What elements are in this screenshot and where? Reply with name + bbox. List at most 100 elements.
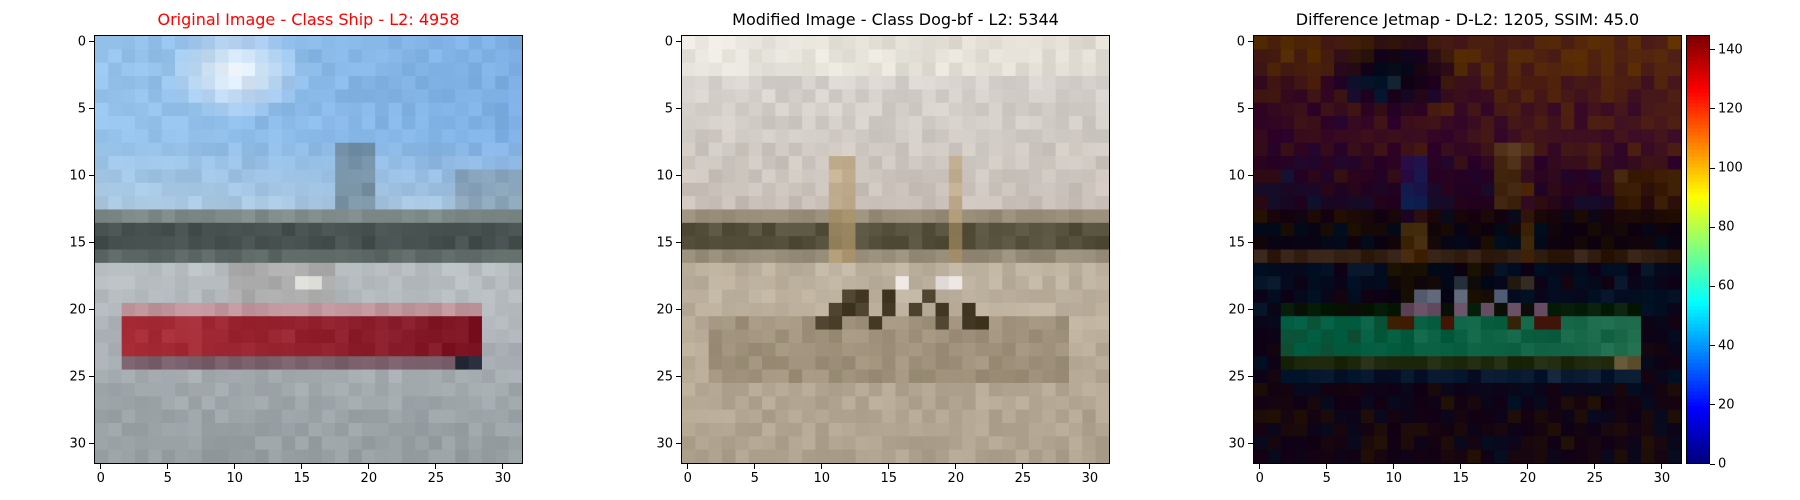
pixel-cell bbox=[1507, 36, 1522, 50]
pixel-cell bbox=[201, 156, 216, 171]
pixel-cell bbox=[321, 142, 336, 157]
pixel-cell bbox=[1640, 196, 1655, 211]
pixel-cell bbox=[922, 209, 937, 224]
pixel-cell bbox=[95, 289, 109, 304]
pixel-cell bbox=[1294, 276, 1308, 291]
pixel-cell bbox=[962, 356, 977, 371]
pixel-cell bbox=[335, 196, 350, 211]
pixel-cell bbox=[1267, 156, 1282, 171]
pixel-cell bbox=[855, 49, 870, 64]
pixel-cell bbox=[1082, 49, 1097, 64]
pixel-cell bbox=[1334, 76, 1349, 90]
pixel-cell bbox=[295, 422, 310, 437]
pixel-cell bbox=[455, 382, 470, 397]
pixel-cell bbox=[201, 102, 216, 117]
pixel-cell bbox=[1042, 369, 1057, 384]
pixel-cell bbox=[1547, 49, 1562, 64]
pixel-cell bbox=[882, 276, 897, 291]
pixel-cell bbox=[281, 89, 296, 104]
pixel-cell bbox=[415, 356, 430, 371]
pixel-cell bbox=[228, 222, 243, 237]
pixel-cell bbox=[1015, 262, 1030, 277]
pixel-cell bbox=[735, 49, 750, 64]
pixel-cell bbox=[481, 116, 496, 131]
pixel-cell bbox=[1280, 116, 1295, 131]
pixel-cell bbox=[508, 36, 522, 50]
colorbar-step bbox=[1687, 416, 1709, 421]
pixel-cell bbox=[1307, 396, 1322, 411]
pixel-cell bbox=[1294, 369, 1308, 384]
pixel-cell bbox=[1520, 382, 1535, 397]
pixel-cell bbox=[321, 182, 336, 197]
colorbar-step bbox=[1687, 43, 1709, 48]
pixel-cell bbox=[1560, 289, 1575, 304]
pixel-cell bbox=[882, 329, 897, 344]
pixel-cell bbox=[255, 89, 270, 104]
pixel-cell bbox=[1654, 89, 1669, 104]
pixel-cell bbox=[908, 116, 923, 131]
pixel-cell bbox=[988, 356, 1003, 371]
pixel-cell bbox=[1507, 236, 1522, 251]
pixel-cell bbox=[1055, 262, 1070, 277]
pixel-cell bbox=[855, 329, 870, 344]
pixel-cell bbox=[241, 276, 256, 291]
pixel-cell bbox=[428, 156, 443, 171]
pixel-cell bbox=[1267, 369, 1282, 384]
pixel-cell bbox=[401, 222, 416, 237]
pixel-cell bbox=[441, 409, 456, 424]
pixel-cell bbox=[1560, 156, 1575, 171]
pixel-cell bbox=[842, 249, 857, 264]
pixel-cell bbox=[1440, 449, 1455, 463]
pixel-cell bbox=[1254, 236, 1268, 251]
pixel-cell bbox=[1095, 396, 1109, 411]
pixel-cell bbox=[495, 196, 510, 211]
pixel-cell bbox=[1387, 209, 1402, 224]
pixel-cell bbox=[962, 436, 977, 451]
pixel-cell bbox=[1467, 316, 1482, 331]
colorbar-step bbox=[1687, 438, 1709, 443]
pixel-cell bbox=[508, 156, 522, 171]
pixel-cell bbox=[348, 249, 363, 264]
pixel-cell bbox=[1667, 356, 1681, 371]
pixel-cell bbox=[1280, 209, 1295, 224]
pixel-cell bbox=[1507, 89, 1522, 104]
pixel-cell bbox=[762, 369, 777, 384]
colorbar-step bbox=[1687, 430, 1709, 436]
pixel-cell bbox=[348, 89, 363, 104]
pixel-cell bbox=[1507, 129, 1522, 144]
x-tick-label: 15 bbox=[1452, 471, 1470, 486]
pixel-cell bbox=[1280, 276, 1295, 291]
pixel-cell bbox=[1427, 289, 1442, 304]
pixel-cell bbox=[828, 356, 843, 371]
pixel-cell bbox=[388, 396, 403, 411]
pixel-cell bbox=[1374, 342, 1389, 357]
pixel-cell bbox=[1334, 129, 1349, 144]
pixel-cell bbox=[722, 276, 736, 291]
x-tick-label: 10 bbox=[813, 471, 831, 486]
pixel-cell bbox=[775, 76, 790, 90]
pixel-cell bbox=[1294, 262, 1308, 277]
pixel-cell bbox=[215, 449, 230, 463]
pixel-cell bbox=[1627, 382, 1642, 397]
pixel-cell bbox=[241, 449, 256, 463]
pixel-cell bbox=[1614, 182, 1629, 197]
pixel-cell bbox=[335, 449, 350, 463]
pixel-cell bbox=[321, 329, 336, 344]
pixel-cell bbox=[1547, 382, 1562, 397]
pixel-cell bbox=[281, 49, 296, 64]
pixel-cell bbox=[215, 342, 230, 357]
pixel-cell bbox=[268, 409, 283, 424]
colorbar-step bbox=[1687, 82, 1709, 87]
pixel-cell bbox=[1427, 222, 1442, 237]
colorbar-step bbox=[1687, 388, 1709, 393]
pixel-cell bbox=[802, 182, 817, 197]
colorbar-tick-label: 0 bbox=[1718, 456, 1727, 472]
pixel-cell bbox=[415, 289, 430, 304]
pixel-cell bbox=[1334, 62, 1349, 77]
pixel-cell bbox=[348, 276, 363, 291]
pixel-cell bbox=[361, 169, 376, 184]
pixel-cell bbox=[775, 222, 790, 237]
pixel-cell bbox=[1002, 129, 1017, 144]
pixel-cell bbox=[215, 302, 230, 317]
pixel-cell bbox=[1347, 129, 1362, 144]
